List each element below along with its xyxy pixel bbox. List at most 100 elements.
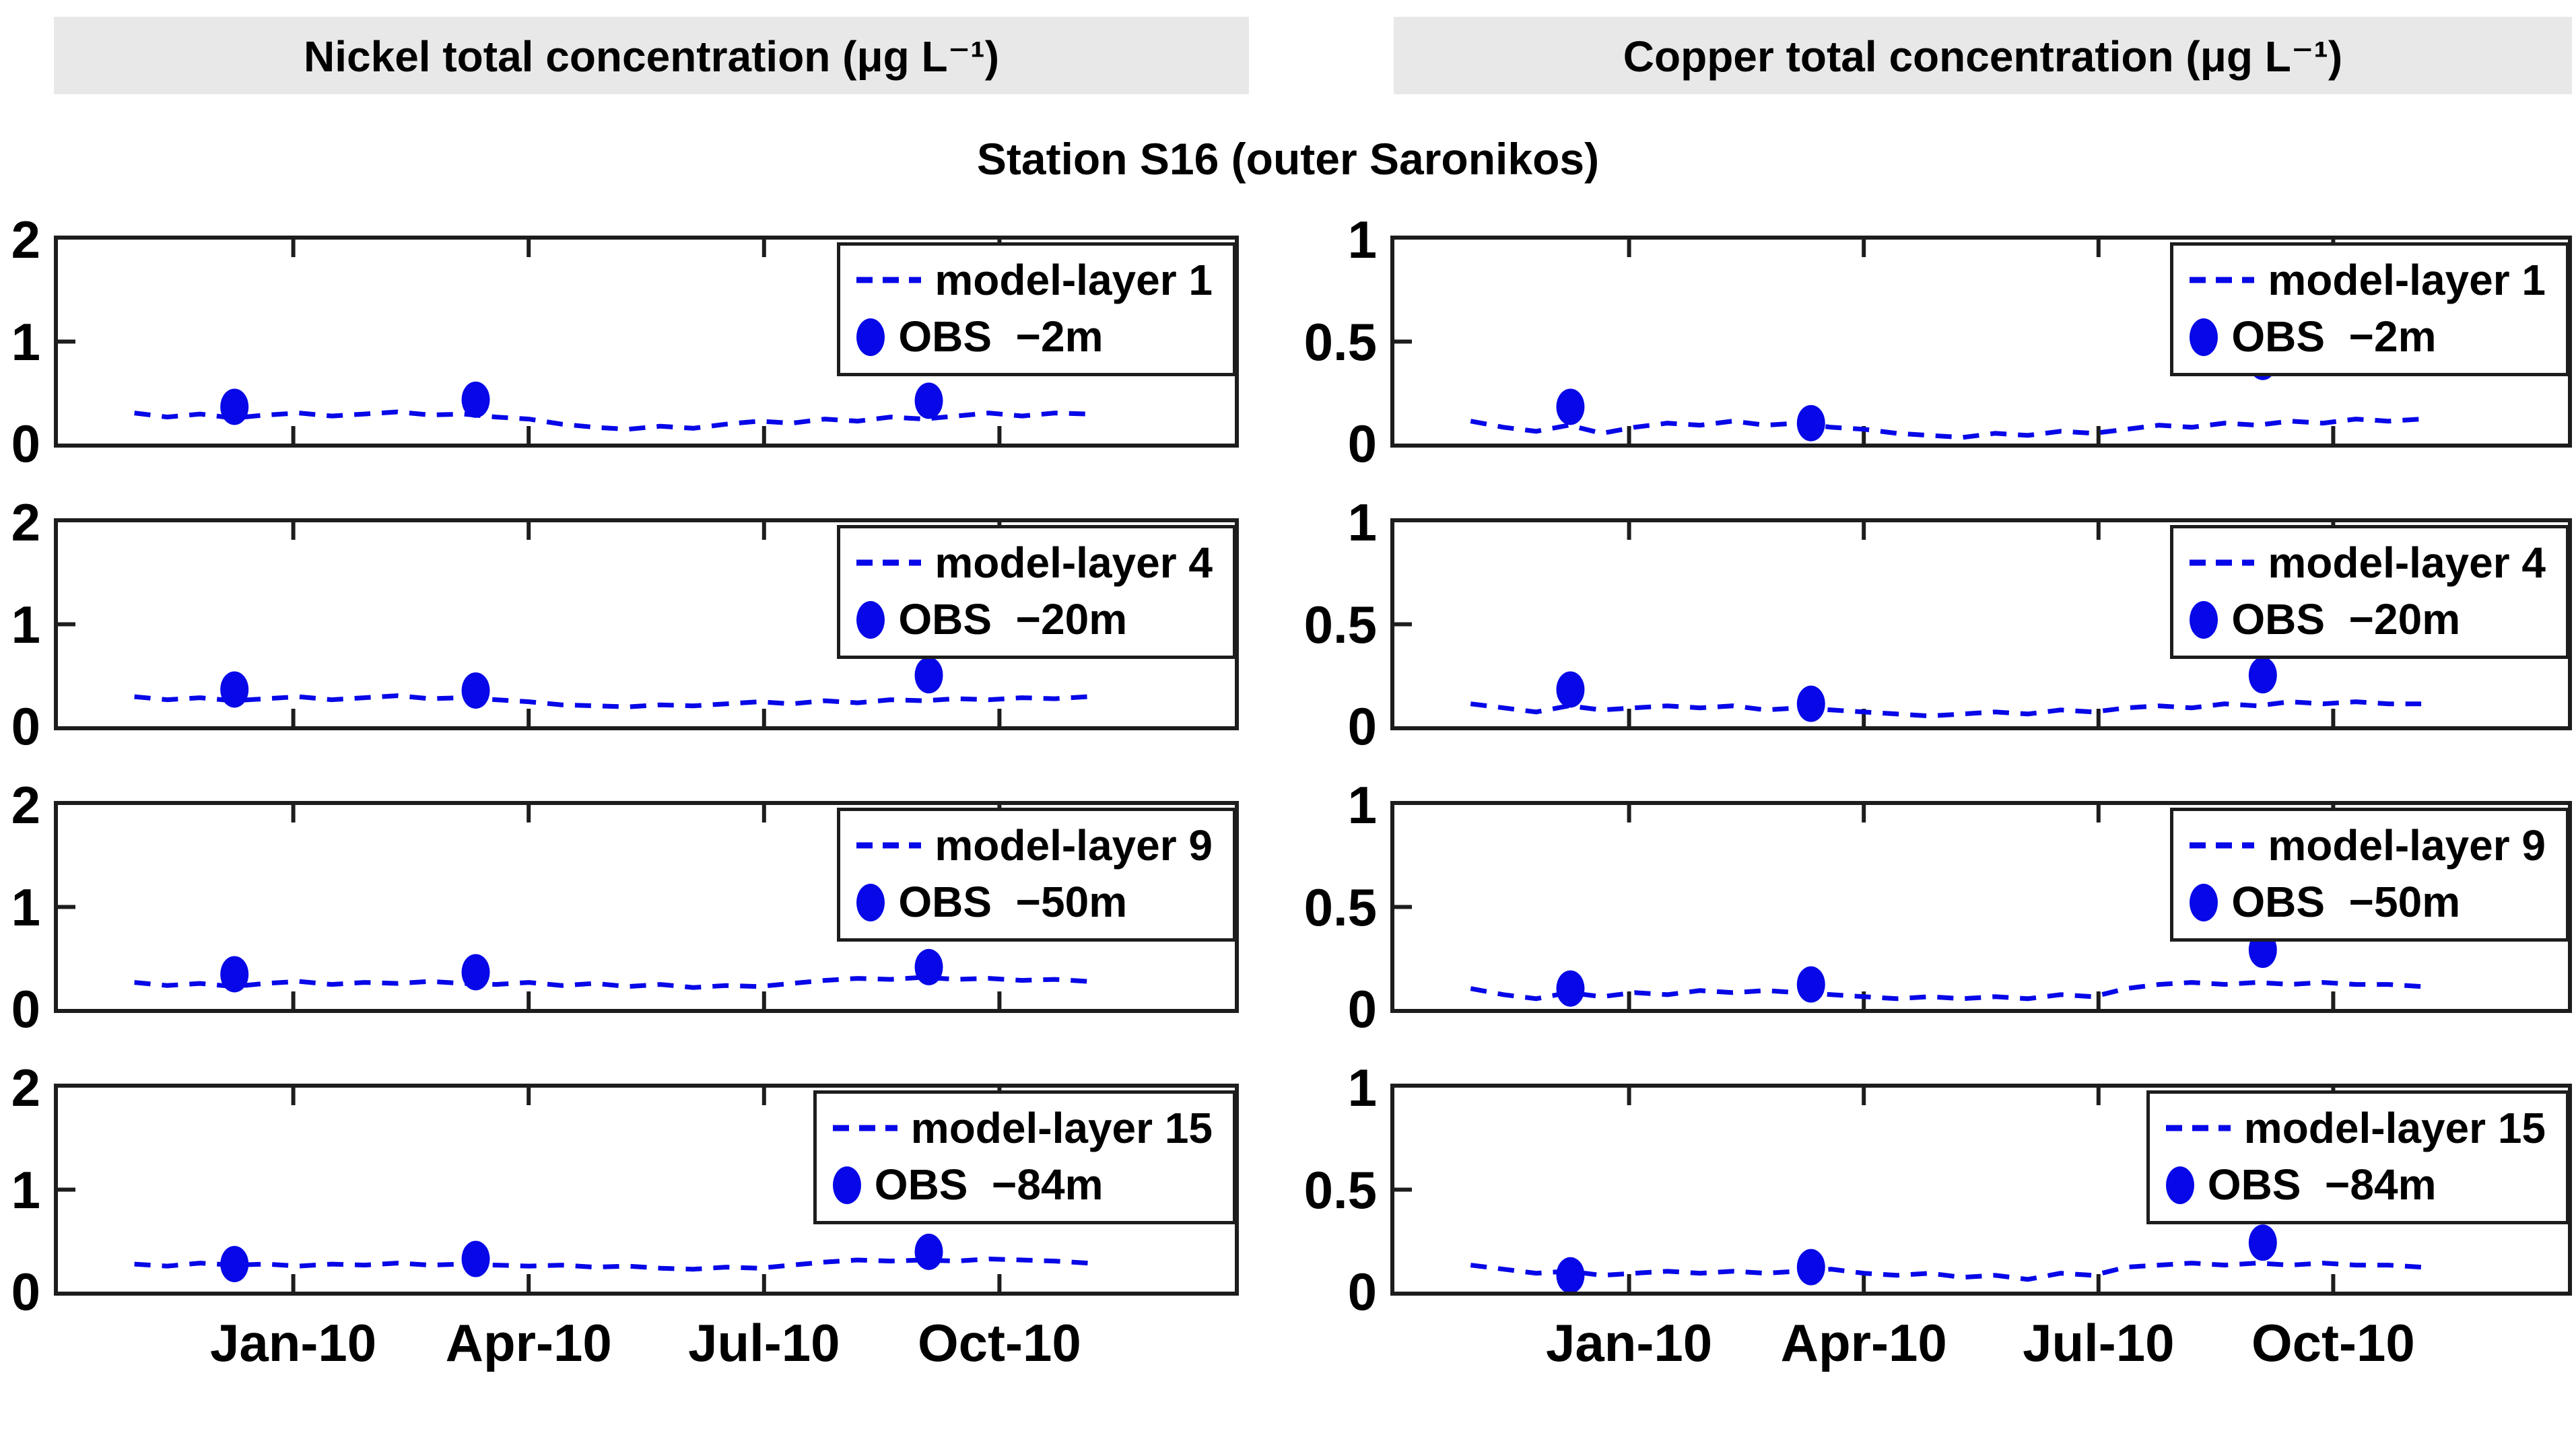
ytick-label: 0.5 (1303, 877, 1377, 937)
obs-marker (1556, 388, 1585, 425)
dashed-line-icon (856, 277, 922, 283)
ytick-label: 0 (1347, 979, 1377, 1039)
ytick-label: 0.5 (1303, 1160, 1377, 1220)
legend: model-layer 4 OBS −20m (2170, 525, 2569, 659)
legend-obs-entry: OBS −50m (856, 878, 1213, 927)
obs-marker (220, 956, 249, 993)
legend-model-entry: model-layer 15 (832, 1104, 1213, 1152)
ytick-label: 2 (11, 210, 40, 269)
xtick-label-apr10: Apr-10 (1780, 1313, 1947, 1372)
legend-obs-entry: OBS −20m (856, 596, 1213, 643)
legend: model-layer 1 OBS −2m (837, 242, 1236, 376)
obs-dot-icon (856, 883, 885, 921)
legend-model-label: model-layer 1 (935, 256, 1213, 304)
model-line (134, 693, 1088, 709)
xtick-label-oct10: Oct-10 (918, 1313, 1081, 1372)
ytick-label: 0 (11, 1262, 40, 1321)
dashed-line-icon (2165, 1125, 2231, 1131)
legend: model-layer 4 OBS −20m (837, 525, 1236, 659)
legend-obs-label: OBS −84m (2207, 1160, 2437, 1210)
legend-model-entry: model-layer 1 (856, 256, 1213, 304)
xtick-label-jul10: Jul-10 (2023, 1313, 2175, 1372)
obs-marker (914, 657, 943, 694)
ytick-label: 0 (1347, 1262, 1377, 1321)
legend-obs-entry: OBS −20m (2190, 596, 2546, 643)
legend-model-label: model-layer 15 (910, 1104, 1213, 1152)
obs-marker (1796, 1249, 1825, 1286)
legend: model-layer 15 OBS −84m (2146, 1090, 2569, 1224)
legend-obs-label: OBS −2m (898, 312, 1104, 361)
xtick-label-apr10: Apr-10 (445, 1313, 612, 1372)
model-line (1470, 980, 2422, 1002)
obs-marker (220, 671, 249, 708)
obs-marker (461, 381, 490, 418)
model-line (134, 1256, 1088, 1272)
legend-obs-entry: OBS −84m (2165, 1160, 2546, 1210)
legend-obs-entry: OBS −50m (2190, 878, 2546, 926)
legend-obs-label: OBS −50m (898, 878, 1128, 927)
legend-model-label: model-layer 15 (2243, 1104, 2546, 1152)
legend-model-label: model-layer 9 (935, 821, 1213, 870)
obs-marker (220, 1246, 249, 1283)
obs-marker (2248, 1224, 2277, 1261)
legend: model-layer 9 OBS −50m (2170, 808, 2569, 942)
dashed-line-icon (2190, 277, 2255, 283)
ytick-label: 2 (11, 775, 40, 835)
copper-column-header: Copper total concentration (μg L⁻¹) (1394, 17, 2572, 94)
dashed-line-icon (2190, 559, 2255, 566)
model-line (134, 975, 1088, 990)
panel-nickel-layer9: 2 1 0 model-layer 9 OBS −50m (11, 779, 1239, 1035)
legend-model-entry: model-layer 4 (856, 539, 1213, 586)
obs-marker (2248, 657, 2277, 694)
legend: model-layer 1 OBS −2m (2170, 242, 2569, 376)
panel-copper-layer9: 1 0.5 0 model-layer 9 OBS −50m (1304, 779, 2572, 1035)
legend-model-label: model-layer 9 (2268, 821, 2546, 870)
legend-model-label: model-layer 4 (2268, 538, 2546, 587)
dashed-line-icon (856, 559, 922, 566)
ytick-label: 0.5 (1303, 594, 1377, 654)
plot-area (58, 240, 1235, 444)
obs-marker (1556, 1257, 1585, 1292)
model-line (1470, 699, 2422, 719)
legend-obs-label: OBS −2m (2231, 312, 2437, 361)
obs-marker (461, 1240, 490, 1277)
ytick-label: 2 (11, 493, 40, 552)
legend: model-layer 15 OBS −84m (813, 1090, 1236, 1224)
legend-model-entry: model-layer 4 (2190, 539, 2546, 586)
obs-marker (220, 388, 249, 425)
model-line (134, 409, 1088, 432)
legend: model-layer 9 OBS −50m (837, 808, 1236, 942)
ytick-label: 1 (11, 877, 40, 937)
ytick-label: 0 (11, 697, 40, 756)
dashed-line-icon (832, 1125, 897, 1131)
obs-marker (914, 382, 943, 419)
obs-marker (1796, 405, 1825, 442)
ytick-label: 0 (1347, 697, 1377, 756)
obs-marker (914, 948, 943, 985)
ytick-label: 1 (11, 594, 40, 654)
xtick-label-jan10: Jan-10 (210, 1313, 377, 1372)
obs-dot-icon (2190, 318, 2218, 356)
ytick-label: 0 (11, 414, 40, 473)
legend-obs-label: OBS −20m (2231, 595, 2461, 644)
ytick-label: 1 (11, 312, 40, 372)
legend-model-label: model-layer 4 (935, 538, 1213, 587)
legend-obs-entry: OBS −84m (832, 1161, 1213, 1209)
panel-nickel-layer1: 2 1 0 model-layer 1 OBS −2m (11, 213, 1239, 470)
legend-model-label: model-layer 1 (2268, 256, 2546, 304)
ytick-label: 1 (11, 1160, 40, 1220)
obs-marker (1796, 966, 1825, 1003)
panel-copper-layer15: 1 0.5 0 model-layer 15 OBS −84m Jan-10 A… (1304, 1061, 2572, 1372)
xtick-label-jul10: Jul-10 (688, 1313, 840, 1372)
obs-marker (1796, 685, 1825, 722)
legend-model-entry: model-layer 9 (2190, 822, 2546, 869)
legend-model-entry: model-layer 9 (856, 822, 1213, 869)
obs-dot-icon (2190, 883, 2218, 921)
obs-dot-icon (2165, 1166, 2194, 1204)
ytick-label: 0 (1347, 414, 1377, 473)
obs-marker (1556, 671, 1585, 708)
obs-marker (914, 1233, 943, 1270)
obs-dot-icon (856, 600, 885, 639)
ytick-label: 1 (1347, 493, 1377, 552)
legend-obs-entry: OBS −2m (856, 312, 1213, 361)
